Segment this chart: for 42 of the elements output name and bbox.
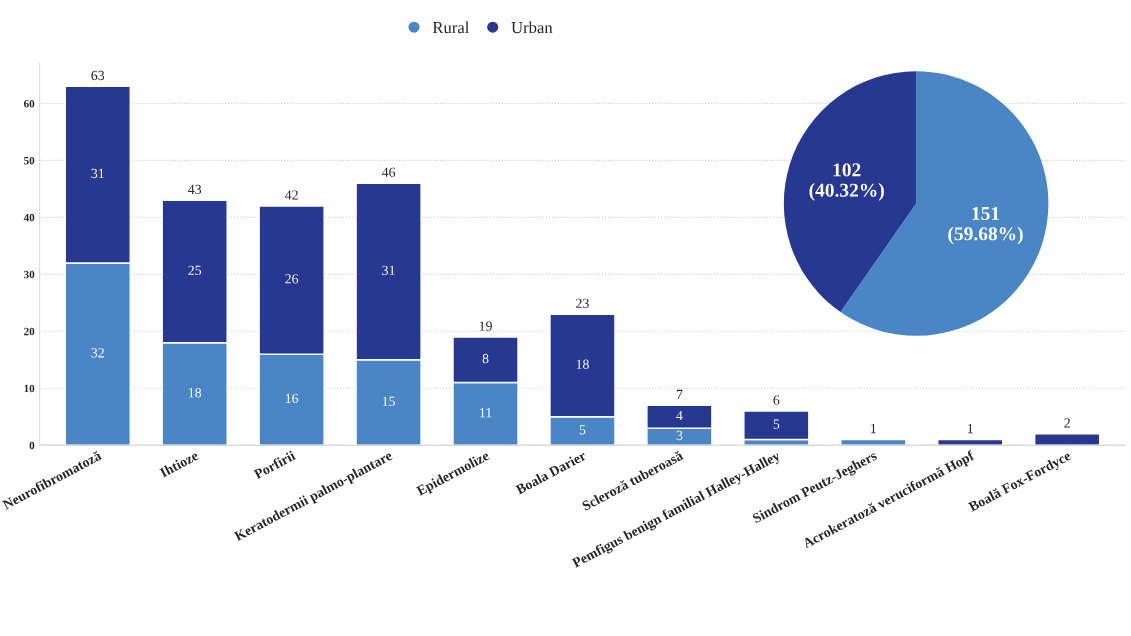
data-label: 31 xyxy=(91,168,104,179)
legend-label: Rural xyxy=(432,21,470,34)
bar xyxy=(937,438,1004,446)
data-label: 102 (40.32%) xyxy=(809,163,884,201)
total-label: 19 xyxy=(479,321,492,331)
data-label: 151 (59.68%) xyxy=(948,206,1023,245)
data-label: 3 xyxy=(676,430,683,441)
y-tick-label: 30 xyxy=(24,270,35,279)
data-label: 4 xyxy=(676,410,683,421)
total-label: 23 xyxy=(576,298,589,308)
total-label: 2 xyxy=(1064,418,1070,428)
y-tick-label: 50 xyxy=(24,156,35,165)
total-label: 46 xyxy=(381,167,396,177)
data-label: 15 xyxy=(382,396,395,406)
total-label: 42 xyxy=(284,190,298,200)
total-label: 43 xyxy=(188,184,202,195)
bar xyxy=(1034,433,1101,446)
data-label: 25 xyxy=(188,265,202,275)
bar xyxy=(840,438,907,446)
y-tick-label: 10 xyxy=(24,384,35,393)
pie-slice xyxy=(783,71,917,313)
total-label: 1 xyxy=(871,423,876,434)
y-tick-label: 0 xyxy=(29,441,35,450)
data-label: 8 xyxy=(482,353,489,364)
data-label: 18 xyxy=(188,388,202,398)
total-label: 63 xyxy=(91,70,105,81)
y-tick-label: 20 xyxy=(24,327,35,336)
data-label: 16 xyxy=(285,393,299,404)
total-label: 6 xyxy=(773,395,780,405)
data-label: 5 xyxy=(579,425,586,435)
data-label: 18 xyxy=(576,359,589,369)
total-label: 1 xyxy=(967,423,973,434)
data-label: 32 xyxy=(91,348,104,358)
data-label: 26 xyxy=(285,274,299,284)
y-tick-label: 60 xyxy=(23,99,35,108)
total-label: 7 xyxy=(676,389,683,399)
data-label: 11 xyxy=(480,408,492,418)
data-label: 31 xyxy=(382,265,395,275)
legend-label: Urban xyxy=(511,21,553,34)
data-label: 5 xyxy=(773,419,780,429)
y-tick-label: 40 xyxy=(23,213,35,222)
bar xyxy=(743,410,810,441)
